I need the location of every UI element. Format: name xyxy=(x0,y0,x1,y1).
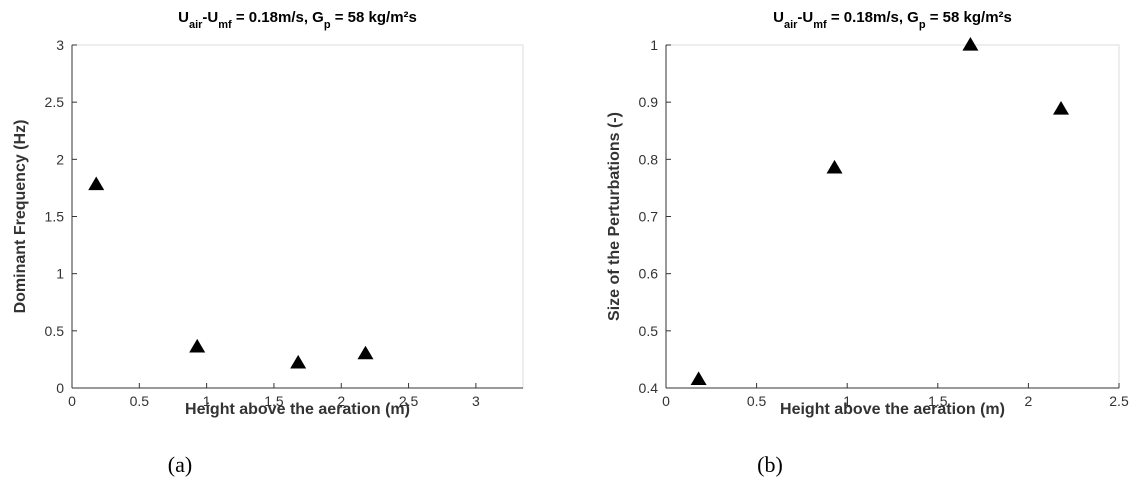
x-tick-label: 1 xyxy=(203,393,211,409)
title-part: mf xyxy=(218,19,232,31)
y-tick-label: 0.5 xyxy=(639,323,659,339)
marker xyxy=(826,159,843,174)
y-tick-label: 3 xyxy=(56,37,64,53)
y-tick-label: 1 xyxy=(650,37,658,53)
marker xyxy=(357,345,374,360)
title-part: air xyxy=(784,19,798,31)
x-tick-label: 3 xyxy=(472,393,480,409)
chart-title: Uair-Umf = 0.18m/s, Gp = 58 kg/m²s xyxy=(773,9,1012,31)
caption: (b) xyxy=(757,452,783,477)
y-tick-label: 0 xyxy=(56,380,64,396)
x-tick-label: 2.5 xyxy=(399,393,419,409)
y-tick-label: 1.5 xyxy=(45,209,65,225)
title-part: -U xyxy=(797,9,813,26)
y-tick-label: 2.5 xyxy=(45,94,65,110)
x-tick-label: 1 xyxy=(843,393,851,409)
marker xyxy=(962,37,979,51)
y-tick-label: 0.4 xyxy=(639,380,659,396)
x-tick-label: 0.5 xyxy=(747,393,767,409)
y-tick-label: 0.5 xyxy=(45,323,65,339)
x-tick-label: 2.5 xyxy=(1109,393,1129,409)
plot-area xyxy=(71,44,524,389)
caption: (a) xyxy=(168,452,192,477)
y-tick-label: 2 xyxy=(56,151,64,167)
marker xyxy=(189,338,206,353)
x-tick-label: 0 xyxy=(68,393,76,409)
title-part: = 0.18m/s, G xyxy=(232,9,324,26)
title-part: mf xyxy=(813,19,827,31)
y-tick-label: 0.7 xyxy=(639,209,659,225)
title-part: = 0.18m/s, G xyxy=(827,9,919,26)
x-tick-label: 0.5 xyxy=(130,393,150,409)
title-part: = 58 kg/m²s xyxy=(331,9,417,26)
x-axis-label: Height above the aeration (m) xyxy=(185,401,410,418)
y-axis-label: Dominant Frequency (Hz) xyxy=(12,120,29,314)
marker xyxy=(88,176,105,191)
title-part: p xyxy=(324,19,331,31)
marker xyxy=(690,371,707,386)
y-tick-label: 0.8 xyxy=(639,151,659,167)
title-part: -U xyxy=(202,9,218,26)
x-tick-label: 1.5 xyxy=(928,393,948,409)
title-part: U xyxy=(773,9,784,26)
title-part: air xyxy=(189,19,203,31)
title-part: U xyxy=(178,9,189,26)
x-tick-label: 0 xyxy=(662,393,670,409)
marker xyxy=(290,354,307,369)
x-tick-label: 2 xyxy=(337,393,345,409)
x-tick-label: 2 xyxy=(1025,393,1033,409)
title-part: = 58 kg/m²s xyxy=(926,9,1012,26)
chart-title: Uair-Umf = 0.18m/s, Gp = 58 kg/m²s xyxy=(178,9,417,31)
x-axis-label: Height above the aeration (m) xyxy=(780,401,1005,418)
y-tick-label: 1 xyxy=(56,266,64,282)
y-tick-label: 0.6 xyxy=(639,266,659,282)
x-tick-label: 1.5 xyxy=(264,393,284,409)
marker xyxy=(1053,101,1070,115)
title-part: p xyxy=(919,19,926,31)
y-axis-label: Size of the Perturbations (-) xyxy=(606,112,623,321)
y-tick-label: 0.9 xyxy=(639,94,659,110)
plot-area xyxy=(665,44,1120,389)
